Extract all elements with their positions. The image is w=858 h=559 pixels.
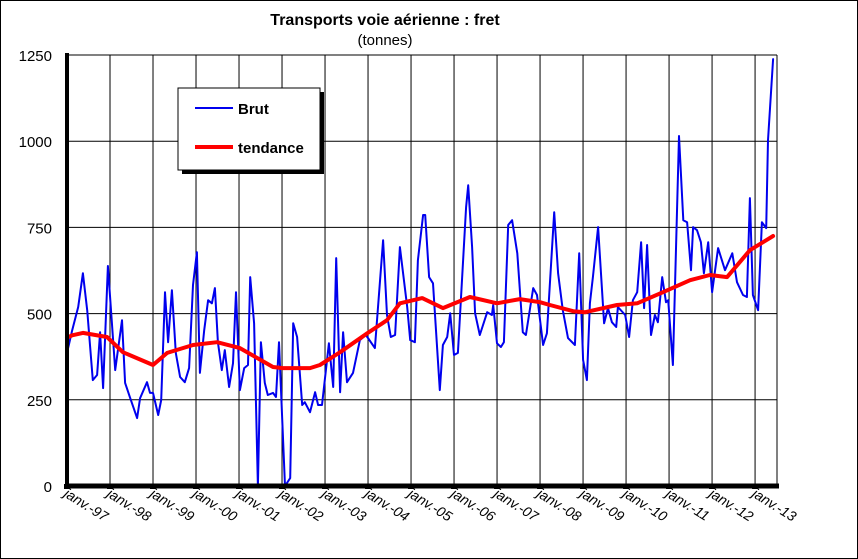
x-tick-label: janv.-12 — [705, 484, 757, 525]
x-tick-label: janv.-06 — [447, 484, 499, 525]
chart-title: Transports voie aérienne : fret — [270, 12, 500, 29]
x-tick-label: janv.-10 — [619, 484, 671, 525]
series-line-Brut — [66, 58, 775, 487]
y-tick-label: 1000 — [19, 134, 52, 151]
x-tick-label: janv.-97 — [60, 484, 113, 525]
axes — [65, 53, 779, 489]
x-tick-label: janv.-05 — [404, 484, 456, 525]
y-tick-label: 500 — [27, 307, 52, 324]
x-tick-label: janv.-98 — [103, 484, 155, 525]
x-tick-label: janv.-03 — [318, 484, 370, 525]
y-tick-label: 250 — [27, 393, 52, 410]
x-tick-label: janv.-00 — [189, 484, 241, 525]
x-tick-label: janv.-01 — [232, 484, 284, 524]
grid — [64, 54, 778, 489]
x-tick-label: janv.-99 — [146, 484, 198, 525]
x-tick-label: janv.-02 — [275, 484, 327, 525]
y-tick-label: 1250 — [19, 48, 52, 65]
legend-box — [177, 87, 321, 171]
legend-brut-label: Brut — [238, 101, 269, 118]
x-tick-label: janv.-04 — [361, 484, 413, 525]
x-axis-ticks: janv.-97janv.-98janv.-99janv.-00janv.-01… — [60, 484, 800, 525]
series-lines — [65, 58, 776, 487]
x-tick-label: janv.-07 — [490, 484, 543, 525]
legend: Brut tendance — [177, 87, 324, 174]
legend-tendance-label: tendance — [238, 140, 304, 157]
x-tick-label: janv.-13 — [748, 484, 800, 525]
y-tick-label: 750 — [27, 220, 52, 237]
x-tick-label: janv.-09 — [576, 484, 628, 525]
y-tick-label: 0 — [44, 479, 52, 496]
series-line-tendance — [65, 234, 776, 371]
chart-subtitle: (tonnes) — [357, 32, 412, 49]
y-axis-ticks: 0 250 500 750 1000 1250 — [19, 48, 52, 496]
x-tick-label: janv.-11 — [662, 484, 713, 524]
x-tick-label: janv.-08 — [533, 484, 585, 525]
